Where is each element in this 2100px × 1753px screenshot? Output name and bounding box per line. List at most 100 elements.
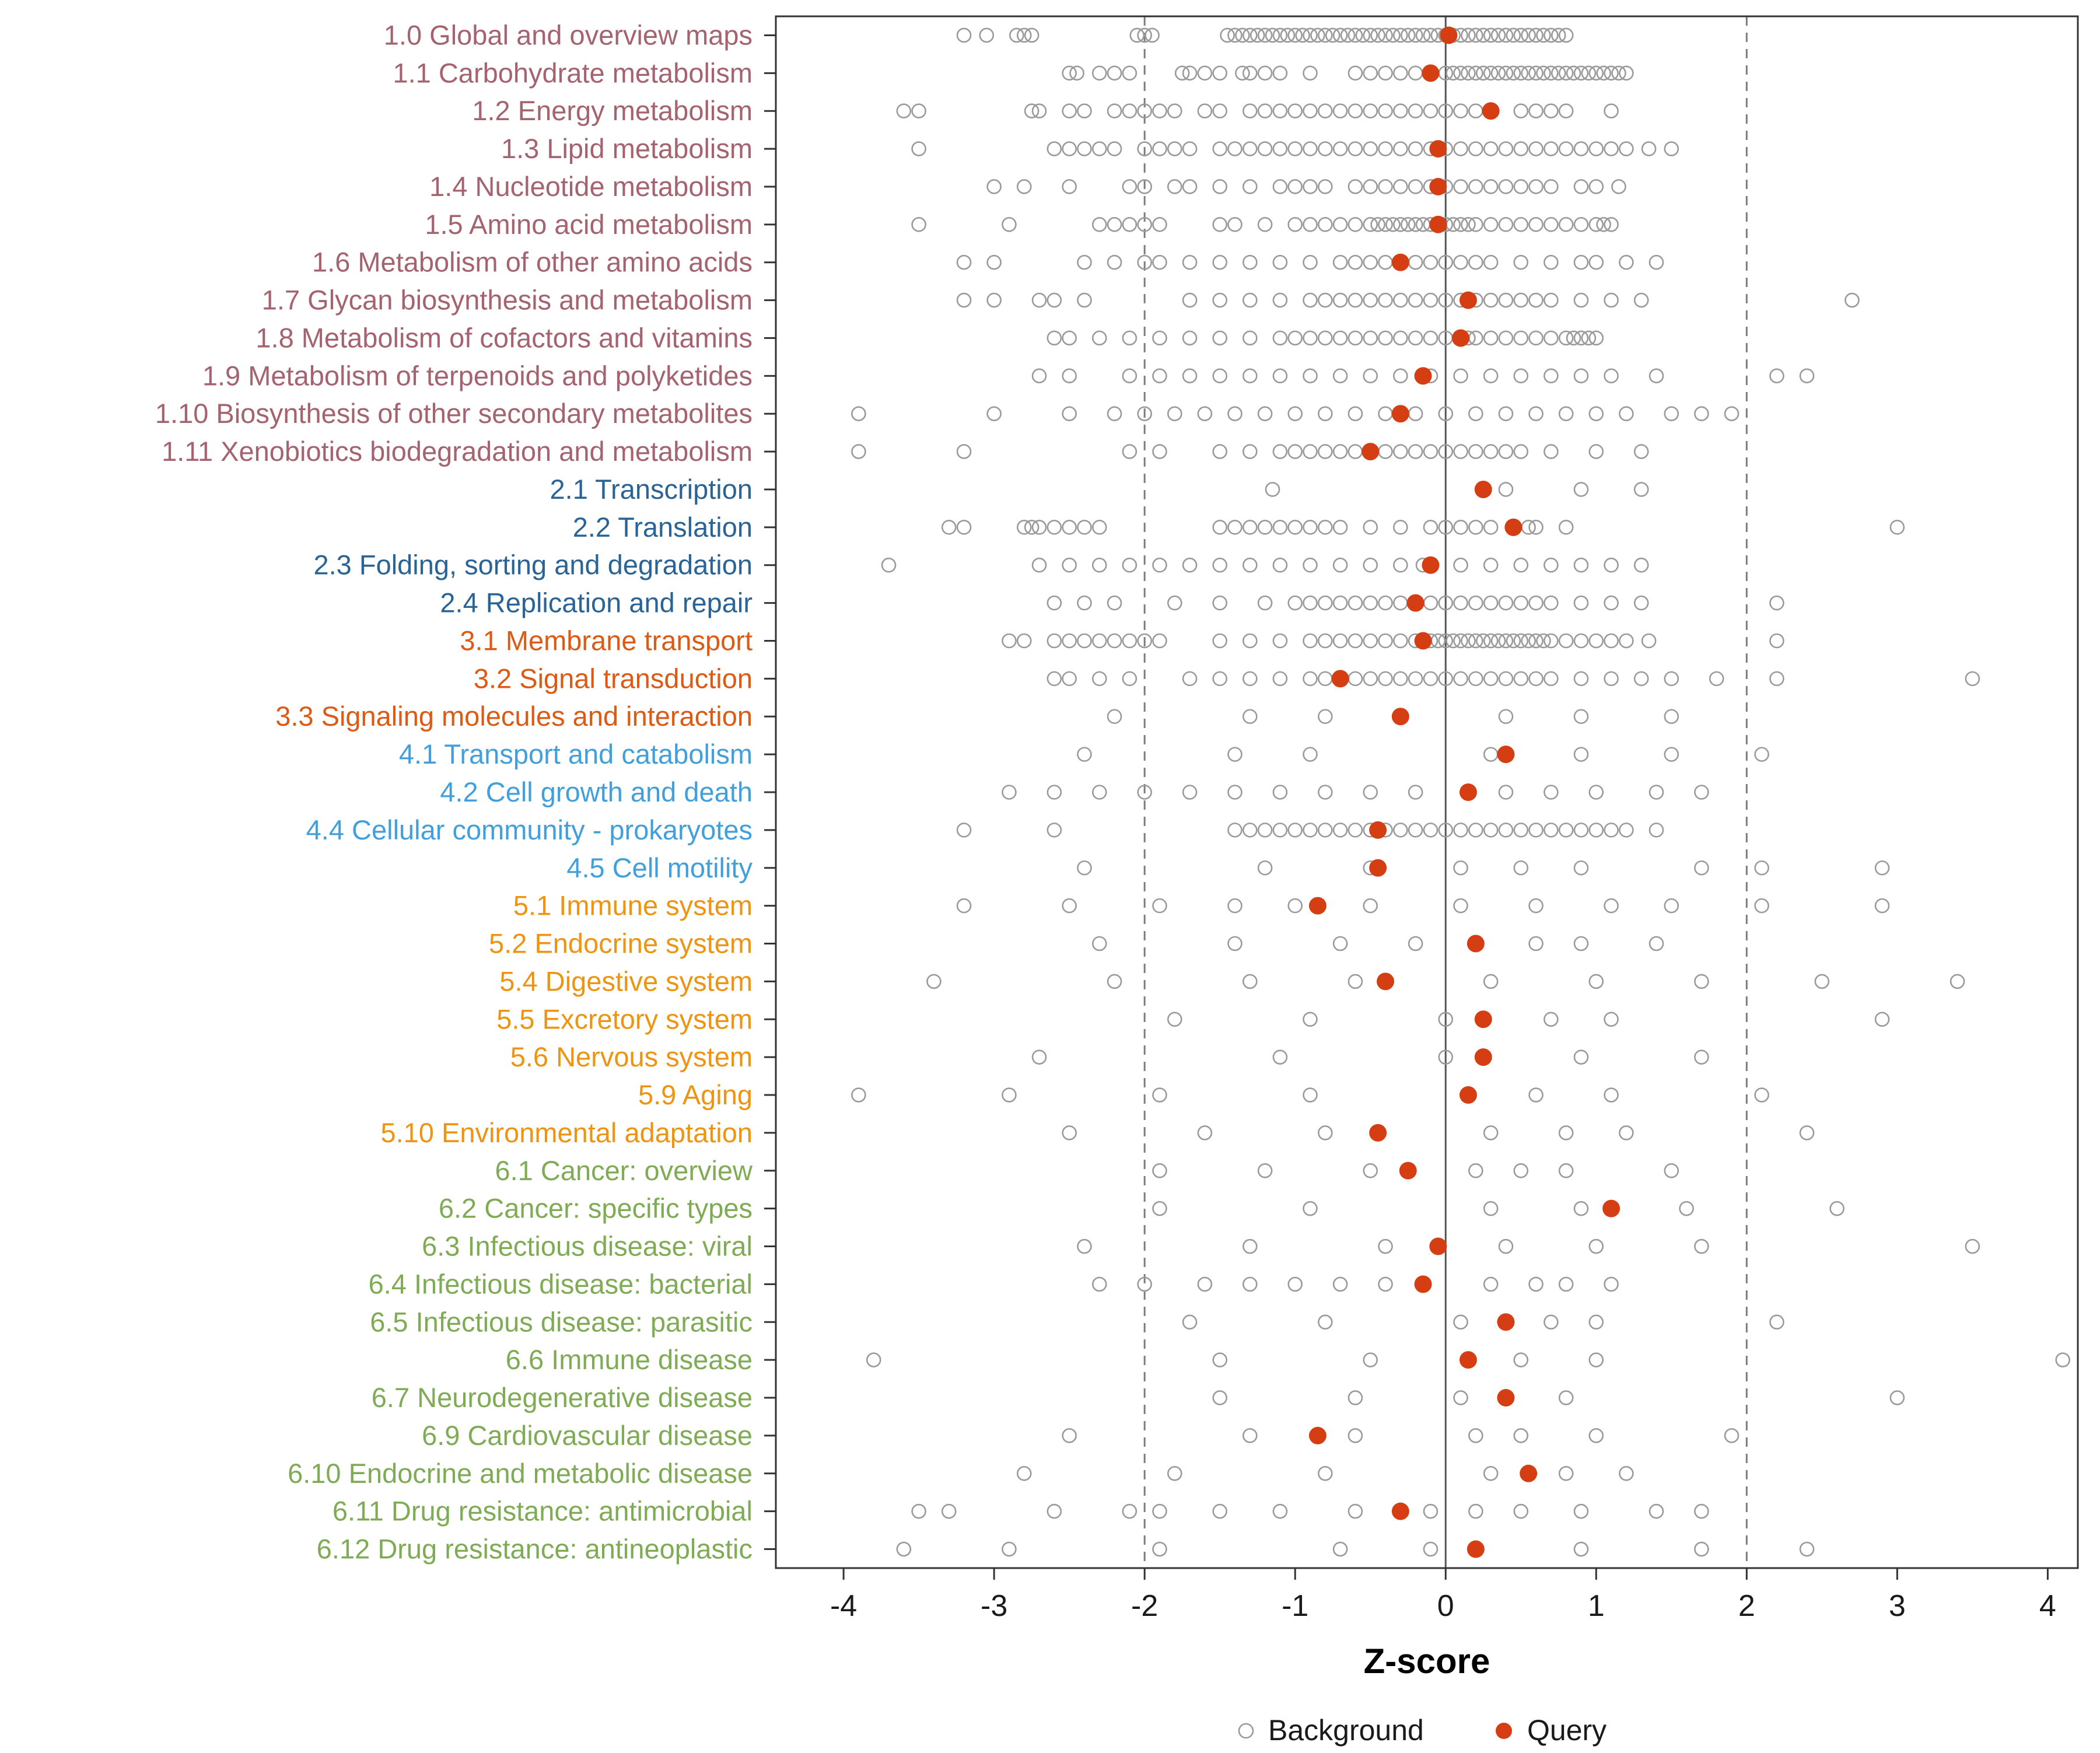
background-point (1182, 254, 1198, 270)
background-point (1528, 671, 1544, 687)
background-point (1588, 444, 1604, 459)
background-point (1378, 633, 1393, 649)
query-point (1414, 1275, 1432, 1293)
background-point (1648, 254, 1664, 270)
query-point (1429, 140, 1447, 158)
background-point (1633, 671, 1649, 687)
background-point (1483, 1201, 1499, 1216)
background-point (1348, 65, 1363, 81)
background-point (1513, 1503, 1529, 1519)
background-point (1378, 671, 1393, 687)
background-point (1016, 179, 1032, 194)
background-point (1573, 633, 1589, 649)
background-point (1694, 1238, 1709, 1254)
background-point (1137, 141, 1152, 156)
background-point (1490, 65, 1506, 81)
background-point (1122, 671, 1138, 687)
background-point (1091, 520, 1107, 535)
background-point (1558, 1466, 1574, 1481)
background-point (1182, 179, 1198, 194)
background-point (1950, 974, 1965, 989)
x-tick-label: -2 (1131, 1589, 1158, 1623)
background-point (1513, 633, 1529, 649)
background-point (1318, 785, 1333, 800)
background-point (1303, 179, 1318, 194)
background-point (1016, 520, 1032, 535)
background-point (1498, 444, 1514, 459)
background-point (1332, 27, 1348, 43)
background-point (1144, 27, 1160, 43)
background-point (1619, 633, 1634, 649)
background-point (1498, 595, 1514, 611)
background-point (1002, 1087, 1017, 1103)
background-point (1031, 520, 1047, 535)
background-point (1227, 27, 1242, 43)
background-point (1754, 1087, 1769, 1103)
background-point (1528, 1276, 1544, 1292)
background-point (1461, 65, 1476, 81)
background-point (1077, 595, 1092, 611)
background-point (1332, 103, 1348, 118)
background-point (1242, 368, 1258, 384)
background-point (1438, 823, 1454, 838)
background-point (1588, 1352, 1604, 1367)
background-point (1303, 520, 1318, 535)
background-point (1370, 217, 1385, 232)
background-point (911, 103, 926, 118)
background-point (1242, 254, 1258, 270)
background-point (1046, 785, 1062, 800)
background-point (1393, 27, 1408, 43)
background-point (1355, 27, 1371, 43)
background-point (1604, 1087, 1619, 1103)
background-point (1212, 65, 1228, 81)
background-point (1965, 671, 1980, 687)
background-point (1212, 179, 1228, 194)
background-point (1423, 254, 1438, 270)
query-point (1414, 367, 1432, 385)
category-label: 5.10 Environmental adaptation (380, 1117, 752, 1148)
background-point (1393, 671, 1408, 687)
background-point (1287, 141, 1303, 156)
background-point (1280, 27, 1296, 43)
background-point (1438, 671, 1454, 687)
background-point (1619, 65, 1634, 81)
background-point (1107, 254, 1122, 270)
background-point (1709, 671, 1724, 687)
background-point (1137, 1276, 1152, 1292)
background-point (1889, 520, 1905, 535)
background-point (1619, 254, 1634, 270)
background-point (1077, 141, 1092, 156)
background-point (1483, 444, 1499, 459)
background-point (1303, 1087, 1318, 1103)
background-point (1212, 217, 1228, 232)
category-label: 5.9 Aging (638, 1079, 752, 1110)
background-point (1348, 595, 1363, 611)
background-point (1107, 217, 1122, 232)
background-point (1513, 595, 1529, 611)
background-point (1257, 860, 1273, 876)
background-point (1363, 27, 1378, 43)
background-point (1513, 217, 1529, 232)
background-point (1724, 1428, 1740, 1443)
background-point (1122, 179, 1138, 194)
background-point (1385, 217, 1401, 232)
background-point (1363, 179, 1378, 194)
background-point (1122, 330, 1138, 346)
background-point (1648, 368, 1664, 384)
background-point (1453, 860, 1468, 876)
background-point (1152, 557, 1167, 573)
background-point (1122, 557, 1138, 573)
background-point (1633, 557, 1649, 573)
background-point (1024, 103, 1040, 118)
background-point (956, 292, 972, 308)
background-point (1468, 103, 1483, 118)
background-point (1438, 292, 1454, 308)
x-tick-label: -3 (981, 1589, 1007, 1623)
background-point (1393, 368, 1408, 384)
background-point (1167, 1466, 1182, 1481)
background-point (1235, 27, 1250, 43)
background-point (1212, 1503, 1228, 1519)
background-point (1363, 330, 1378, 346)
background-point (1544, 557, 1559, 573)
